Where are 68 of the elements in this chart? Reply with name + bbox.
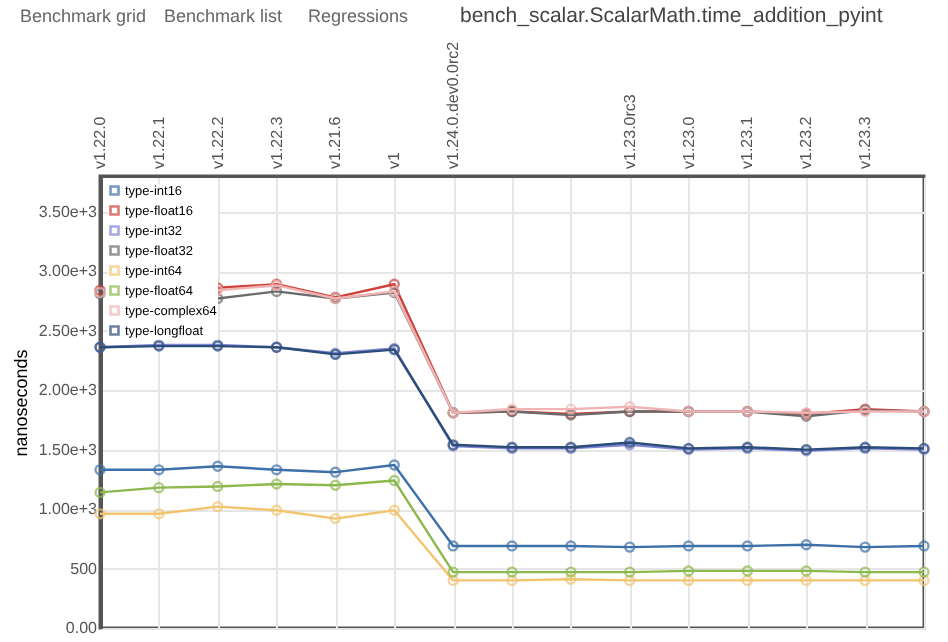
point bbox=[800, 574, 812, 587]
point bbox=[270, 478, 283, 490]
point bbox=[506, 574, 518, 587]
y-tick-label: 2.50e+3 bbox=[38, 321, 99, 340]
point bbox=[800, 565, 812, 577]
y-tick-label: 2.00e+3 bbox=[38, 381, 99, 400]
y-tick-label: 3.50e+3 bbox=[38, 202, 99, 221]
x-tick-label: v1.21.6 bbox=[326, 115, 345, 169]
point bbox=[682, 574, 695, 587]
y-axis-title: nanoseconds bbox=[10, 348, 31, 457]
point bbox=[624, 566, 636, 578]
point bbox=[388, 474, 400, 487]
point bbox=[388, 504, 400, 516]
y-tick-label: 0.00 bbox=[65, 619, 99, 637]
point bbox=[212, 480, 224, 493]
x-tick-label: v1.23.1 bbox=[738, 115, 757, 169]
point bbox=[741, 574, 754, 587]
point bbox=[682, 565, 695, 577]
point bbox=[741, 540, 754, 552]
point bbox=[800, 539, 812, 551]
point bbox=[859, 541, 871, 553]
point bbox=[447, 540, 459, 552]
y-tick-label: 1.00e+3 bbox=[38, 500, 99, 519]
point bbox=[565, 403, 577, 415]
point bbox=[212, 501, 224, 513]
point bbox=[741, 565, 754, 577]
point bbox=[270, 285, 283, 298]
point bbox=[624, 541, 636, 553]
text: Benchmark list bbox=[164, 6, 284, 26]
text: Benchmark grid bbox=[20, 6, 147, 26]
point bbox=[624, 401, 636, 413]
x-tick-label: v1.22.2 bbox=[208, 115, 227, 169]
y-tick-label: 1.50e+3 bbox=[38, 440, 99, 459]
point bbox=[153, 464, 165, 476]
x-tick-label: v1.24.0.dev0.0rc2 bbox=[444, 40, 463, 169]
point bbox=[388, 459, 400, 471]
point bbox=[447, 566, 459, 578]
point bbox=[329, 466, 342, 478]
point bbox=[506, 540, 518, 552]
x-tick-label: v1.23.0 bbox=[679, 115, 698, 169]
point bbox=[270, 464, 283, 476]
point bbox=[682, 540, 695, 552]
point bbox=[859, 566, 871, 578]
point bbox=[624, 574, 636, 587]
point bbox=[329, 479, 342, 491]
y-tick-label: 3.00e+3 bbox=[38, 262, 99, 281]
y-tick-label: 500 bbox=[70, 559, 99, 578]
point bbox=[153, 508, 165, 520]
x-tick-label: v1.23.0rc3 bbox=[620, 93, 639, 169]
point bbox=[565, 573, 577, 585]
x-tick-label: v1 bbox=[385, 151, 404, 169]
x-tick-label: v1.22.0 bbox=[91, 115, 109, 169]
point bbox=[565, 566, 577, 578]
point bbox=[270, 504, 283, 516]
point bbox=[565, 540, 577, 552]
chart-title: bench_scalar.ScalarMath.time_addition_pyint bbox=[460, 4, 883, 28]
point bbox=[859, 574, 871, 587]
x-tick-label: v1.22.1 bbox=[149, 115, 168, 169]
point bbox=[329, 512, 342, 525]
point bbox=[388, 278, 400, 290]
x-tick-label: v1.23.2 bbox=[797, 115, 816, 169]
x-tick-label: v1.23.3 bbox=[856, 115, 875, 169]
point bbox=[153, 481, 165, 494]
x-tick-label: v1.22.3 bbox=[267, 115, 286, 169]
point bbox=[506, 566, 518, 578]
point bbox=[447, 574, 459, 587]
point bbox=[212, 460, 224, 472]
text: Regressions bbox=[308, 6, 410, 26]
